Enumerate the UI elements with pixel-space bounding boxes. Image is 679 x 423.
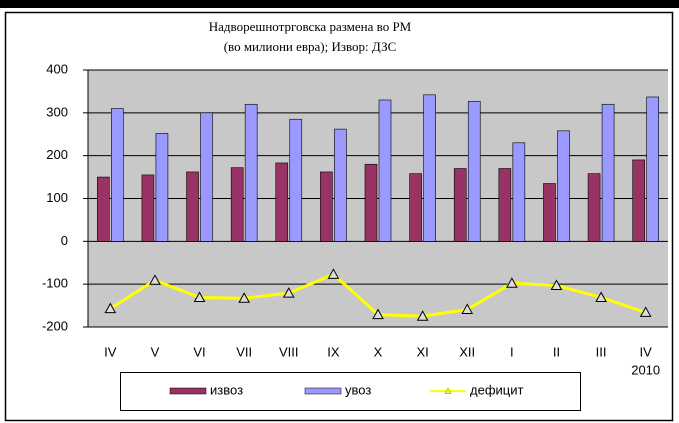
line-marker (193, 291, 206, 302)
legend-label: увоз (345, 382, 371, 397)
bar (557, 130, 570, 242)
x-tick-label: VII (236, 344, 252, 359)
x-tick-label: I (510, 344, 514, 359)
bar (186, 171, 199, 242)
bar (141, 174, 155, 242)
x-tick-label: IV (640, 344, 653, 359)
y-tick-label: 300 (46, 104, 68, 119)
bar (289, 118, 303, 242)
bar (364, 163, 378, 242)
legend-marker (444, 387, 452, 394)
line-marker (416, 310, 429, 321)
bar (646, 96, 659, 242)
x-tick-label: IV (104, 344, 117, 359)
line-marker (639, 306, 652, 317)
line-marker (505, 277, 518, 288)
y-tick-label: 200 (46, 147, 68, 162)
x-tick-label: III (596, 344, 607, 359)
bar (512, 142, 526, 242)
y-tick-label: -200 (42, 318, 68, 333)
bar (409, 173, 422, 242)
legend-label: дефицит (470, 382, 523, 397)
bar (632, 159, 645, 242)
bar (378, 99, 392, 242)
line-marker (372, 308, 384, 320)
y-tick-label: 400 (46, 61, 68, 76)
bar (587, 173, 601, 242)
y-tick-label: -100 (42, 276, 68, 291)
y-tick-label: 0 (61, 233, 68, 248)
line-marker (149, 274, 161, 285)
bar (601, 103, 615, 242)
bar (275, 162, 289, 242)
x-tick-label: V (151, 344, 160, 359)
line-marker (282, 287, 295, 298)
line-marker (238, 292, 251, 303)
bar (230, 167, 244, 242)
x-tick-label: II (553, 344, 560, 359)
bar (155, 133, 169, 242)
x-tick-label: VI (193, 344, 205, 359)
bar (423, 94, 436, 242)
line-marker (461, 303, 474, 314)
bar (244, 103, 258, 242)
bar (97, 176, 110, 242)
line-marker (327, 268, 340, 279)
line-marker (104, 302, 117, 314)
line-marker (595, 291, 607, 302)
bar (453, 168, 467, 242)
chart-subtitle: (во милиони евра); Извор: ДЗС (224, 39, 397, 54)
legend-swatch (169, 387, 207, 395)
x-tick-label: XI (416, 344, 428, 359)
annotation: 2010 (631, 362, 660, 377)
bar (320, 171, 333, 242)
line-marker (550, 279, 563, 290)
bar (200, 112, 213, 242)
chart-title: Надворешнотрговска размена во РМ (209, 19, 412, 34)
x-tick-label: X (374, 344, 383, 359)
x-tick-label: XII (459, 344, 475, 359)
legend-swatch (304, 387, 342, 395)
x-tick-label: IX (327, 344, 340, 359)
bar (467, 100, 481, 242)
bar (334, 128, 347, 242)
legend-label: извоз (210, 382, 243, 397)
bar (111, 108, 124, 242)
x-tick-label: VIII (279, 344, 299, 359)
bar (543, 183, 556, 242)
y-tick-label: 100 (46, 190, 68, 205)
top-edge (0, 0, 679, 8)
bar (498, 168, 512, 242)
